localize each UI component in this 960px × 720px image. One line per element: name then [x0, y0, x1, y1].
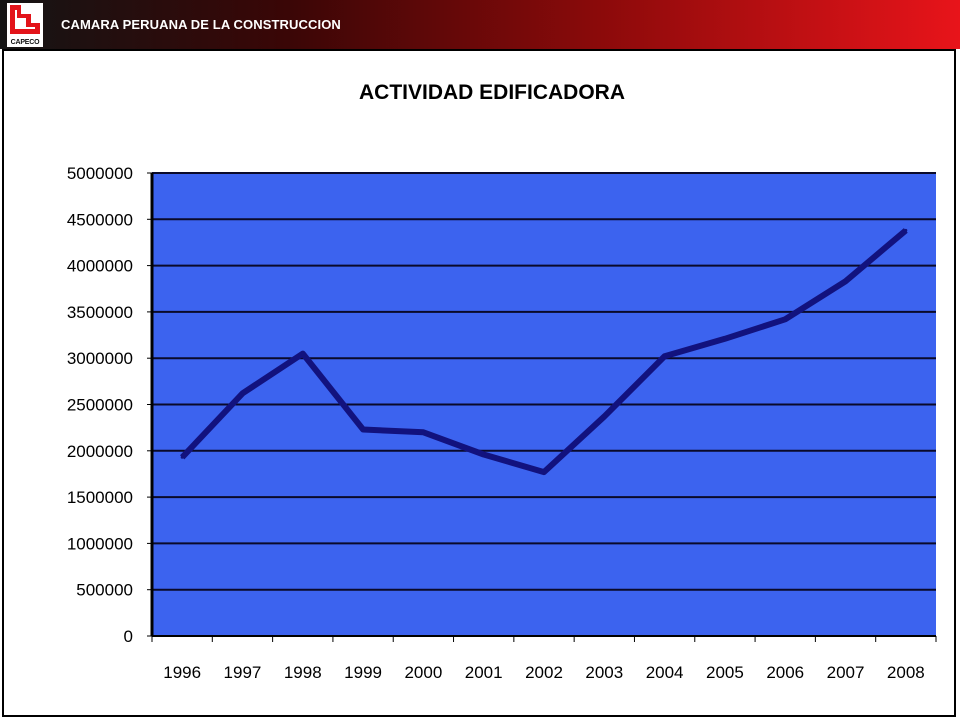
data-point: [904, 228, 908, 232]
data-point: [844, 279, 847, 283]
data-point: [180, 455, 184, 459]
x-tick-label: 2000: [404, 663, 442, 682]
logo-text: CAPECO: [10, 39, 40, 46]
data-point: [542, 470, 546, 474]
data-point: [241, 391, 244, 395]
organization-name: CAMARA PERUANA DE LA CONSTRUCCION: [61, 17, 341, 32]
y-tick-label: 2500000: [67, 396, 133, 415]
data-point: [602, 415, 606, 418]
x-tick-label: 2005: [706, 663, 744, 682]
x-tick-label: 2007: [827, 663, 865, 682]
data-point: [663, 354, 667, 358]
y-tick-label: 1500000: [67, 488, 133, 507]
y-tick-label: 4000000: [67, 257, 133, 276]
x-tick-label: 2008: [887, 663, 925, 682]
data-point: [361, 428, 365, 431]
data-point: [482, 453, 486, 456]
data-point: [783, 317, 787, 321]
y-tick-label: 3000000: [67, 349, 133, 368]
y-tick-label: 4500000: [67, 210, 133, 229]
x-tick-label: 2003: [585, 663, 623, 682]
x-tick-label: 2006: [766, 663, 804, 682]
capeco-logo: CAPECO: [7, 3, 43, 47]
y-tick-label: 5000000: [67, 164, 133, 183]
x-tick-label: 2004: [646, 663, 684, 682]
data-point: [723, 337, 727, 341]
x-tick-label: 2002: [525, 663, 563, 682]
x-tick-label: 1998: [284, 663, 322, 682]
x-tick-label: 2001: [465, 663, 503, 682]
x-tick-label: 1999: [344, 663, 382, 682]
x-tick-label: 1996: [163, 663, 201, 682]
y-tick-label: 3500000: [67, 303, 133, 322]
y-tick-label: 500000: [76, 581, 133, 600]
data-point: [421, 430, 425, 434]
chart-title: ACTIVIDAD EDIFICADORA: [359, 81, 625, 104]
y-tick-label: 1000000: [67, 534, 133, 553]
data-point: [301, 352, 305, 356]
y-tick-label: 2000000: [67, 442, 133, 461]
logo-emblem: [10, 5, 40, 34]
header-bar: CAPECO CAMARA PERUANA DE LA CONSTRUCCION: [0, 0, 960, 49]
y-tick-label: 0: [124, 627, 133, 646]
x-tick-label: 1997: [224, 663, 262, 682]
